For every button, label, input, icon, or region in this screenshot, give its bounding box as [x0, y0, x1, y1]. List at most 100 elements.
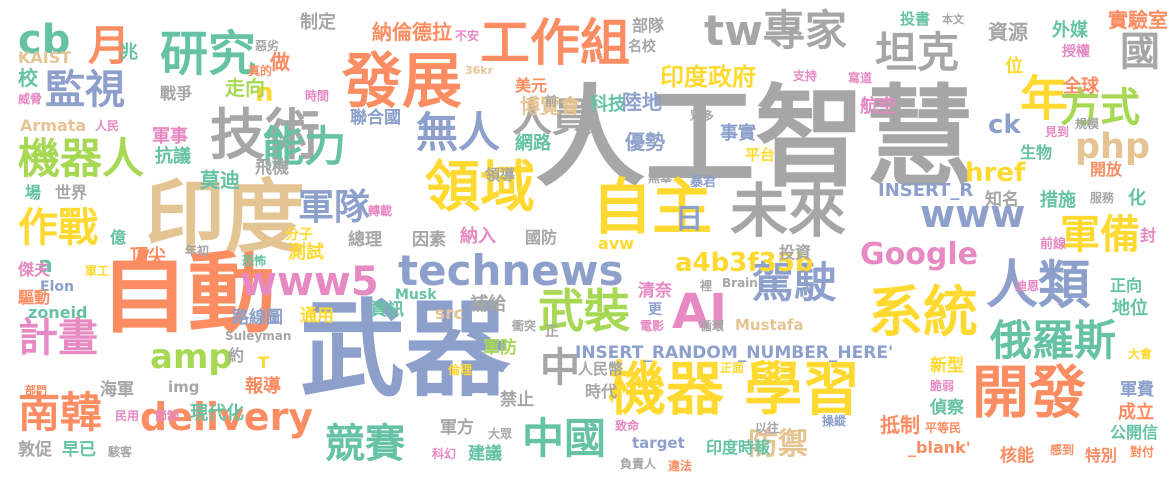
cloud-word: 年	[1020, 71, 1069, 127]
cloud-word: 航空	[860, 96, 896, 117]
cloud-word: INSERT_R	[878, 180, 974, 201]
cloud-word: 知名	[985, 190, 1019, 210]
cloud-word: href	[965, 158, 1026, 188]
cloud-word: 軍費	[1120, 380, 1154, 400]
cloud-word: 開放	[1090, 160, 1123, 179]
cloud-word: 報導	[245, 376, 281, 397]
cloud-word: 大眾	[488, 427, 513, 441]
cloud-word: 領導	[485, 166, 516, 184]
cloud-word: 中國	[522, 414, 607, 463]
cloud-word: 計畫	[18, 315, 98, 361]
cloud-word: 軍方	[440, 418, 474, 438]
cloud-word: 分子	[285, 227, 313, 243]
cloud-word: 兆	[120, 42, 138, 63]
cloud-word: 印度政府	[660, 63, 756, 91]
cloud-word: 服務	[1090, 191, 1115, 205]
cloud-word: 偵察	[930, 398, 964, 418]
cloud-word: 戰爭	[160, 84, 193, 103]
cloud-word: 南韓	[18, 388, 103, 437]
cloud-word: 轉載	[368, 204, 393, 218]
cloud-word: 監視	[45, 67, 125, 113]
cloud-word: 措施	[1040, 190, 1076, 211]
cloud-word: 名校	[628, 39, 656, 55]
cloud-word: 裡	[700, 279, 713, 293]
cloud-word: 地位	[1112, 298, 1148, 319]
cloud-word: 作戰	[18, 205, 98, 251]
cloud-word: AI	[672, 284, 728, 340]
cloud-word: 資源	[988, 20, 1028, 44]
cloud-word: 人員	[512, 95, 592, 141]
cloud-word: 名	[1045, 267, 1058, 281]
cloud-word: 恐怖	[242, 254, 267, 268]
cloud-word: 制定	[300, 12, 336, 33]
cloud-word: 成立	[1118, 402, 1154, 423]
cloud-word: 做	[270, 50, 290, 74]
cloud-word: 億	[110, 228, 127, 247]
cloud-word: 早已	[62, 440, 96, 460]
cloud-word: 測試	[288, 242, 324, 263]
cloud-word: 陸地	[622, 90, 662, 114]
cloud-word: tw專家	[704, 6, 847, 55]
cloud-word: 公開信	[1110, 423, 1159, 442]
cloud-word: 正面	[720, 361, 745, 375]
cloud-word: zoneid	[28, 303, 88, 322]
cloud-word: 頂尖	[130, 246, 166, 267]
cloud-word: 納倫德拉	[372, 20, 452, 44]
cloud-word: 國防	[525, 228, 558, 247]
cloud-word: 全球	[1063, 76, 1099, 97]
cloud-word: 未來	[730, 177, 847, 245]
cloud-word: target	[632, 434, 685, 452]
cloud-word: 投資	[779, 243, 812, 262]
cloud-word: 抗議	[155, 146, 191, 167]
cloud-word: 化	[1128, 188, 1146, 209]
cloud-word: 敦促	[18, 440, 52, 460]
cloud-word: 威脅	[18, 92, 43, 106]
cloud-word: 美元	[515, 76, 548, 95]
cloud-word: 部隊	[632, 16, 665, 35]
cloud-word: 世界	[55, 183, 88, 202]
cloud-word: 衝突	[512, 319, 537, 333]
cloud-word: 對付	[1130, 445, 1155, 459]
cloud-word: 核能	[1000, 446, 1034, 466]
cloud-word: 更	[648, 302, 662, 318]
cloud-word: 機器 學習	[608, 355, 861, 423]
cloud-word: 倫理	[448, 363, 473, 377]
cloud-word: 能力	[262, 122, 347, 171]
cloud-word: delivery	[140, 395, 314, 439]
cloud-word: 博覽會	[520, 94, 580, 118]
cloud-word: 新型	[930, 356, 964, 376]
cloud-word: Elon	[40, 279, 74, 295]
cloud-word: 軍防	[483, 338, 517, 358]
cloud-word: 聯合國	[350, 108, 401, 128]
cloud-word: 開發	[972, 360, 1086, 426]
cloud-word: Google	[860, 237, 978, 272]
cloud-word: 民用	[115, 409, 140, 423]
cloud-word: T	[258, 353, 269, 372]
cloud-word: 封	[1140, 226, 1157, 245]
cloud-word: 軍工	[85, 264, 110, 278]
cloud-word: technews	[398, 246, 624, 295]
cloud-word: 節制	[155, 409, 180, 423]
cloud-word: 科技	[590, 94, 626, 115]
cloud-word: 系統	[868, 280, 979, 344]
cloud-word: 優勢	[625, 130, 665, 154]
cloud-word: 領域	[425, 155, 536, 219]
cloud-word: 資訊	[370, 300, 404, 320]
cloud-word: 發展	[342, 47, 462, 117]
cloud-word: 以往	[755, 421, 780, 435]
cloud-word: 駭客	[108, 445, 133, 459]
cloud-word: 總理	[348, 230, 382, 250]
cloud-word: 莫迪	[200, 168, 240, 192]
cloud-word: 年初	[185, 244, 210, 258]
cloud-word: Suleyman	[225, 329, 292, 343]
cloud-word: 驅動	[18, 288, 51, 307]
cloud-word: src	[435, 304, 464, 324]
cloud-word: 迪恩	[1015, 279, 1040, 293]
cloud-word: 人工智慧	[535, 74, 975, 202]
cloud-word: 武裝	[538, 284, 630, 338]
cloud-word: Brain	[722, 276, 758, 290]
cloud-word: 循環	[700, 319, 725, 333]
cloud-word: 位	[1005, 56, 1023, 77]
cloud-word: 走向	[225, 76, 265, 100]
cloud-word: 方式	[1060, 85, 1140, 131]
